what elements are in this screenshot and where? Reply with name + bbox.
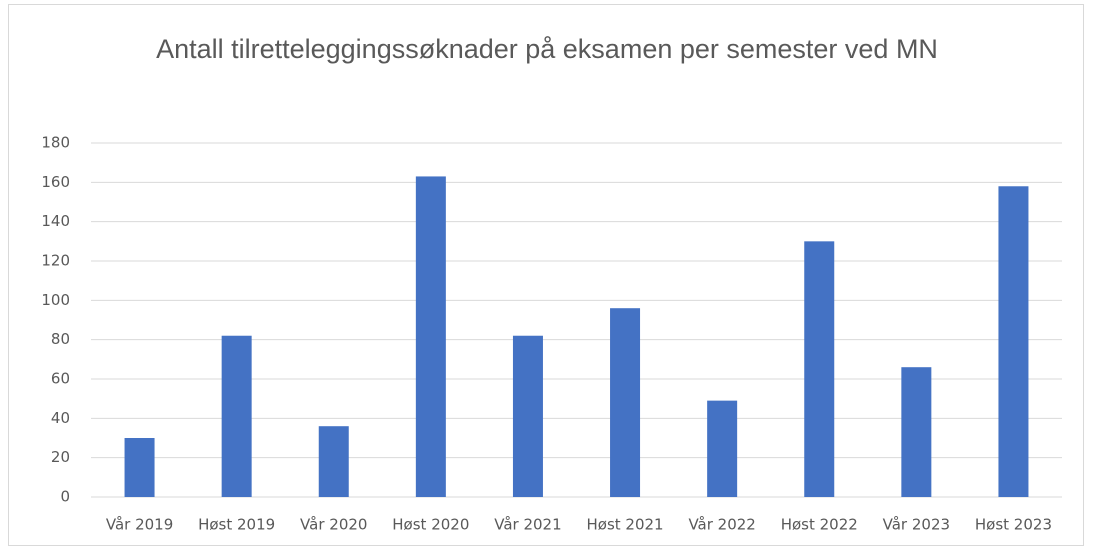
y-tick-label: 120 <box>41 252 70 270</box>
bar <box>318 426 349 497</box>
x-tick-label: Høst 2019 <box>198 516 275 534</box>
x-tick-label: Vår 2019 <box>106 516 173 534</box>
x-tick-label: Høst 2022 <box>781 516 858 534</box>
bar <box>221 335 252 497</box>
y-tick-label: 180 <box>41 134 70 152</box>
x-tick-label: Høst 2020 <box>392 516 469 534</box>
bar <box>610 308 641 497</box>
y-tick-label: 0 <box>60 488 70 506</box>
x-tick-label: Vår 2021 <box>494 516 561 534</box>
x-tick-label: Vår 2023 <box>883 516 950 534</box>
y-tick-label: 60 <box>51 370 70 388</box>
bar <box>707 400 738 497</box>
x-tick-label: Høst 2021 <box>586 516 663 534</box>
bar <box>124 438 155 497</box>
y-tick-label: 160 <box>41 173 70 191</box>
y-tick-label: 40 <box>51 409 70 427</box>
x-tick-label: Høst 2023 <box>975 516 1052 534</box>
bar <box>901 367 932 497</box>
y-tick-label: 140 <box>41 212 70 230</box>
x-tick-label: Vår 2022 <box>688 516 755 534</box>
bar <box>512 335 543 497</box>
y-tick-label: 100 <box>41 291 70 309</box>
bar <box>804 241 835 497</box>
y-tick-label: 80 <box>51 330 70 348</box>
x-tick-label: Vår 2020 <box>300 516 367 534</box>
y-tick-label: 20 <box>51 448 70 466</box>
bar <box>415 176 446 497</box>
bar <box>998 186 1029 497</box>
chart-title: Antall tilretteleggingssøknader på eksam… <box>156 34 938 64</box>
chart-frame <box>8 4 1084 546</box>
